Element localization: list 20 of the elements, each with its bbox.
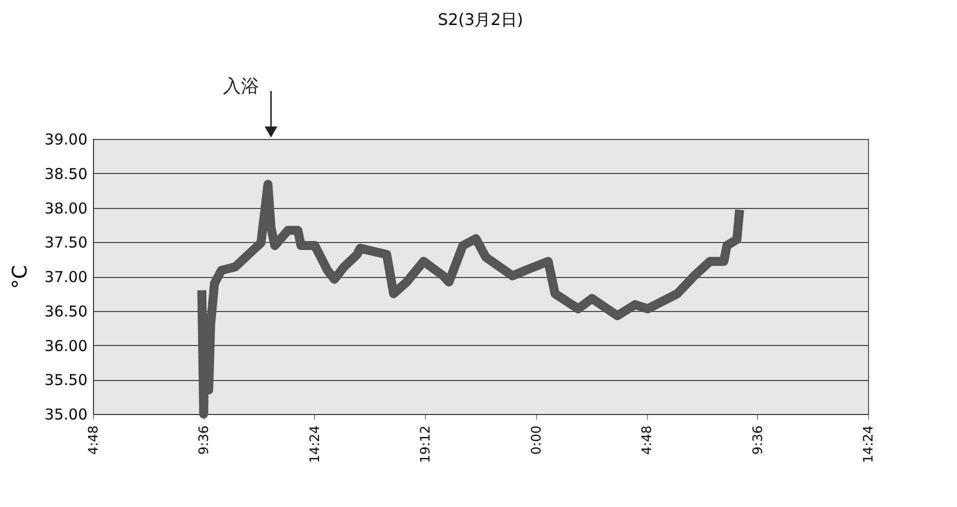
y-tick-label: 36.00 xyxy=(44,336,88,355)
y-tick-label: 38.00 xyxy=(44,199,88,218)
x-tick-label: 4:48 xyxy=(640,426,656,455)
x-tick-label: 9:36 xyxy=(197,426,212,455)
y-tick-label: 37.00 xyxy=(44,268,88,286)
y-axis-title: °C xyxy=(8,265,32,289)
x-tick-label: 14:24 xyxy=(862,426,876,463)
x-tick-label: 9:36 xyxy=(750,426,766,455)
x-tick-label: 4:48 xyxy=(86,426,102,455)
y-tick-label: 35.50 xyxy=(44,371,88,390)
x-tick-label: 14:24 xyxy=(308,426,323,463)
x-tick-label: 0:00 xyxy=(529,426,544,455)
y-tick-label: 36.50 xyxy=(44,302,88,320)
y-tick-label: 38.50 xyxy=(44,164,88,183)
chart-title: S2(3月2日) xyxy=(438,10,524,29)
y-tick-label: 35.00 xyxy=(44,406,88,424)
x-tick-label: 19:12 xyxy=(418,426,434,463)
y-tick-label: 37.50 xyxy=(44,234,88,252)
y-tick-label: 39.00 xyxy=(44,130,88,148)
text: 入浴 xyxy=(223,76,259,97)
